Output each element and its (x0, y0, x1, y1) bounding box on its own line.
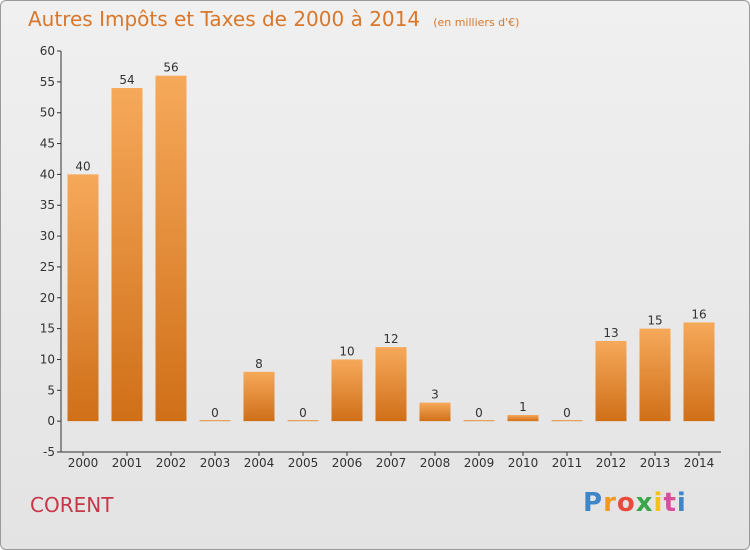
data-label: 1 (519, 400, 527, 414)
x-tick-label: 2014 (684, 456, 715, 470)
bar (595, 340, 627, 422)
x-tick-label: 2009 (464, 456, 495, 470)
logo-letter: t (663, 488, 677, 518)
x-tick-label: 2008 (420, 456, 451, 470)
logo-letter: P (583, 488, 604, 518)
data-label: 0 (563, 406, 571, 420)
chart-title-block: Autres Impôts et Taxes de 2000 à 2014 (e… (28, 7, 519, 31)
data-label: 0 (475, 406, 483, 420)
x-tick-label: 2004 (244, 456, 275, 470)
data-label: 40 (75, 159, 90, 173)
y-tick-label: 25 (40, 260, 55, 274)
bar (551, 420, 583, 422)
x-tick-label: 2011 (552, 456, 583, 470)
data-label: 0 (299, 406, 307, 420)
y-tick-label: -5 (43, 445, 55, 459)
bar (419, 402, 451, 422)
bar (243, 371, 275, 422)
y-tick-label: 30 (40, 229, 55, 243)
logo-letter: i (653, 488, 664, 518)
bar (375, 347, 407, 422)
x-tick-label: 2003 (200, 456, 231, 470)
x-tick-label: 2007 (376, 456, 407, 470)
x-tick-label: 2002 (156, 456, 187, 470)
data-label: 56 (163, 61, 178, 75)
x-tick-label: 2001 (112, 456, 143, 470)
bar (639, 328, 671, 422)
y-tick-label: 60 (40, 44, 55, 58)
x-tick-label: 2000 (68, 456, 99, 470)
x-tick-label: 2010 (508, 456, 539, 470)
bar (287, 420, 319, 422)
logo-letter: r (603, 488, 617, 518)
y-tick-label: 15 (40, 322, 55, 336)
x-tick-label: 2012 (596, 456, 627, 470)
chart-title: Autres Impôts et Taxes de 2000 à 2014 (28, 7, 421, 31)
y-tick-label: 55 (40, 75, 55, 89)
data-label: 12 (383, 332, 398, 346)
y-tick-label: 10 (40, 352, 55, 366)
bar (331, 359, 363, 422)
y-tick-label: 40 (40, 167, 55, 181)
y-tick-label: 0 (47, 414, 55, 428)
proxiti-logo[interactable]: Proxiti (583, 488, 687, 518)
y-tick-label: 20 (40, 291, 55, 305)
commune-name: CORENT (30, 493, 114, 517)
x-tick-label: 2013 (640, 456, 671, 470)
data-label: 54 (119, 73, 134, 87)
bar (155, 75, 187, 422)
y-tick-label: 45 (40, 137, 55, 151)
logo-letter: x (635, 488, 654, 518)
logo-letter: o (616, 488, 636, 518)
data-label: 15 (647, 314, 662, 328)
bar (111, 88, 143, 422)
bar (507, 414, 539, 422)
data-label: 10 (339, 344, 354, 358)
data-label: 8 (255, 357, 263, 371)
chart-subtitle: (en milliers d'€) (433, 16, 520, 29)
logo-letter: i (676, 488, 687, 518)
y-tick-label: 5 (47, 383, 55, 397)
bar (199, 420, 231, 422)
data-label: 0 (211, 406, 219, 420)
bar (683, 322, 715, 422)
x-tick-label: 2006 (332, 456, 363, 470)
bar (463, 420, 495, 422)
bar (67, 174, 99, 422)
data-label: 13 (603, 326, 618, 340)
data-label: 3 (431, 388, 439, 402)
y-tick-label: 50 (40, 106, 55, 120)
data-label: 16 (691, 307, 706, 321)
x-tick-label: 2005 (288, 456, 319, 470)
y-tick-label: 35 (40, 198, 55, 212)
